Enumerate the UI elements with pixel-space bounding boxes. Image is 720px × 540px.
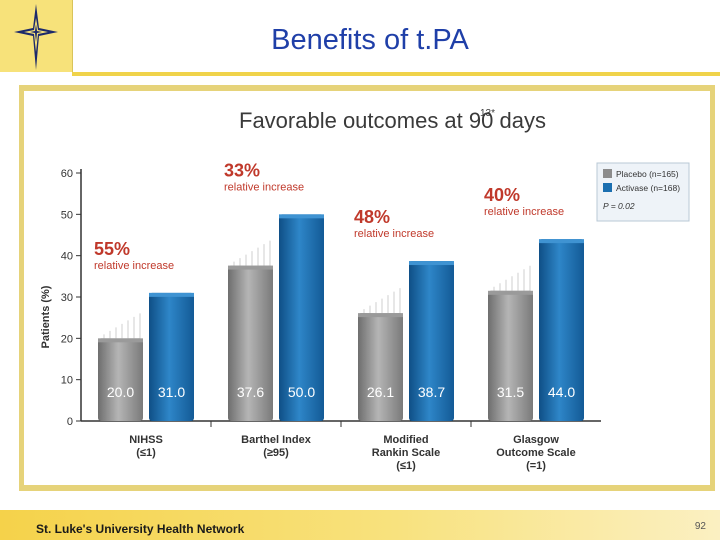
x-category-label: (≤1) xyxy=(136,447,156,459)
placebo-bar-top xyxy=(358,313,403,318)
placebo-bar xyxy=(358,313,403,421)
placebo-value-label: 26.1 xyxy=(367,384,394,400)
activase-bar xyxy=(409,261,454,421)
chart-background xyxy=(24,91,710,485)
chart-title-superscript: 13* xyxy=(480,108,495,119)
activase-value-label: 44.0 xyxy=(548,384,575,400)
relative-increase-label: relative increase xyxy=(484,206,564,218)
x-category-label: Outcome Scale xyxy=(496,447,575,459)
relative-increase-label: relative increase xyxy=(94,260,174,272)
relative-increase-percent: 48% xyxy=(354,207,390,227)
legend-swatch-activase xyxy=(603,183,612,192)
relative-increase-percent: 40% xyxy=(484,185,520,205)
y-axis-label: Patients (%) xyxy=(40,285,52,348)
relative-increase-percent: 33% xyxy=(224,160,260,180)
outcomes-bar-chart: Favorable outcomes at 90 days 13* Patien… xyxy=(24,91,710,485)
footer-organization: St. Luke's University Health Network xyxy=(36,522,245,536)
activase-value-label: 38.7 xyxy=(418,384,445,400)
x-category-label: Modified xyxy=(383,434,428,446)
y-tick-label: 20 xyxy=(61,333,73,345)
placebo-value-label: 20.0 xyxy=(107,384,134,400)
footer-bar xyxy=(0,510,720,540)
placebo-bar xyxy=(488,290,533,421)
title-divider xyxy=(72,72,720,76)
chart-frame: Favorable outcomes at 90 days 13* Patien… xyxy=(19,85,715,491)
placebo-value-label: 37.6 xyxy=(237,384,264,400)
activase-bar-top xyxy=(149,292,194,297)
activase-bar xyxy=(279,214,324,421)
x-category-label: Barthel Index xyxy=(241,434,312,446)
y-tick-label: 10 xyxy=(61,375,73,387)
y-tick-label: 40 xyxy=(61,251,73,263)
legend-box xyxy=(596,162,690,222)
relative-increase-label: relative increase xyxy=(224,181,304,193)
relative-increase-percent: 55% xyxy=(94,239,130,259)
x-category-label: (=1) xyxy=(526,460,546,472)
x-category-label: (≤1) xyxy=(396,460,416,472)
y-tick-label: 0 xyxy=(67,416,73,428)
legend-label: Placebo (n=165) xyxy=(616,169,679,179)
activase-bar xyxy=(149,292,194,421)
y-tick-label: 50 xyxy=(61,209,73,221)
placebo-bar-top xyxy=(228,265,273,270)
y-tick-label: 30 xyxy=(61,292,73,304)
page-number: 92 xyxy=(694,521,706,532)
placebo-bar xyxy=(98,338,143,421)
activase-bar-top xyxy=(539,239,584,244)
placebo-bar-top xyxy=(98,338,143,343)
x-category-label: (≥95) xyxy=(263,447,289,459)
activase-value-label: 50.0 xyxy=(288,384,315,400)
legend-label: Activase (n=168) xyxy=(616,183,680,193)
activase-bar xyxy=(539,239,584,421)
x-category-label: Rankin Scale xyxy=(372,447,440,459)
legend-swatch-placebo xyxy=(603,169,612,178)
legend-p-value: P = 0.02 xyxy=(603,201,635,211)
placebo-value-label: 31.5 xyxy=(497,384,524,400)
slide-title: Benefits of t.PA xyxy=(271,24,469,56)
placebo-bar xyxy=(228,265,273,421)
activase-value-label: 31.0 xyxy=(158,384,185,400)
activase-bar-top xyxy=(409,261,454,266)
star-cross-logo-icon xyxy=(14,4,58,70)
chart-title: Favorable outcomes at 90 days xyxy=(239,108,546,133)
x-category-label: Glasgow xyxy=(513,434,559,446)
relative-increase-label: relative increase xyxy=(354,228,434,240)
logo xyxy=(0,0,73,72)
activase-bar-top xyxy=(279,214,324,219)
placebo-bar-top xyxy=(488,290,533,295)
y-tick-label: 60 xyxy=(61,168,73,180)
x-category-label: NIHSS xyxy=(129,434,163,446)
